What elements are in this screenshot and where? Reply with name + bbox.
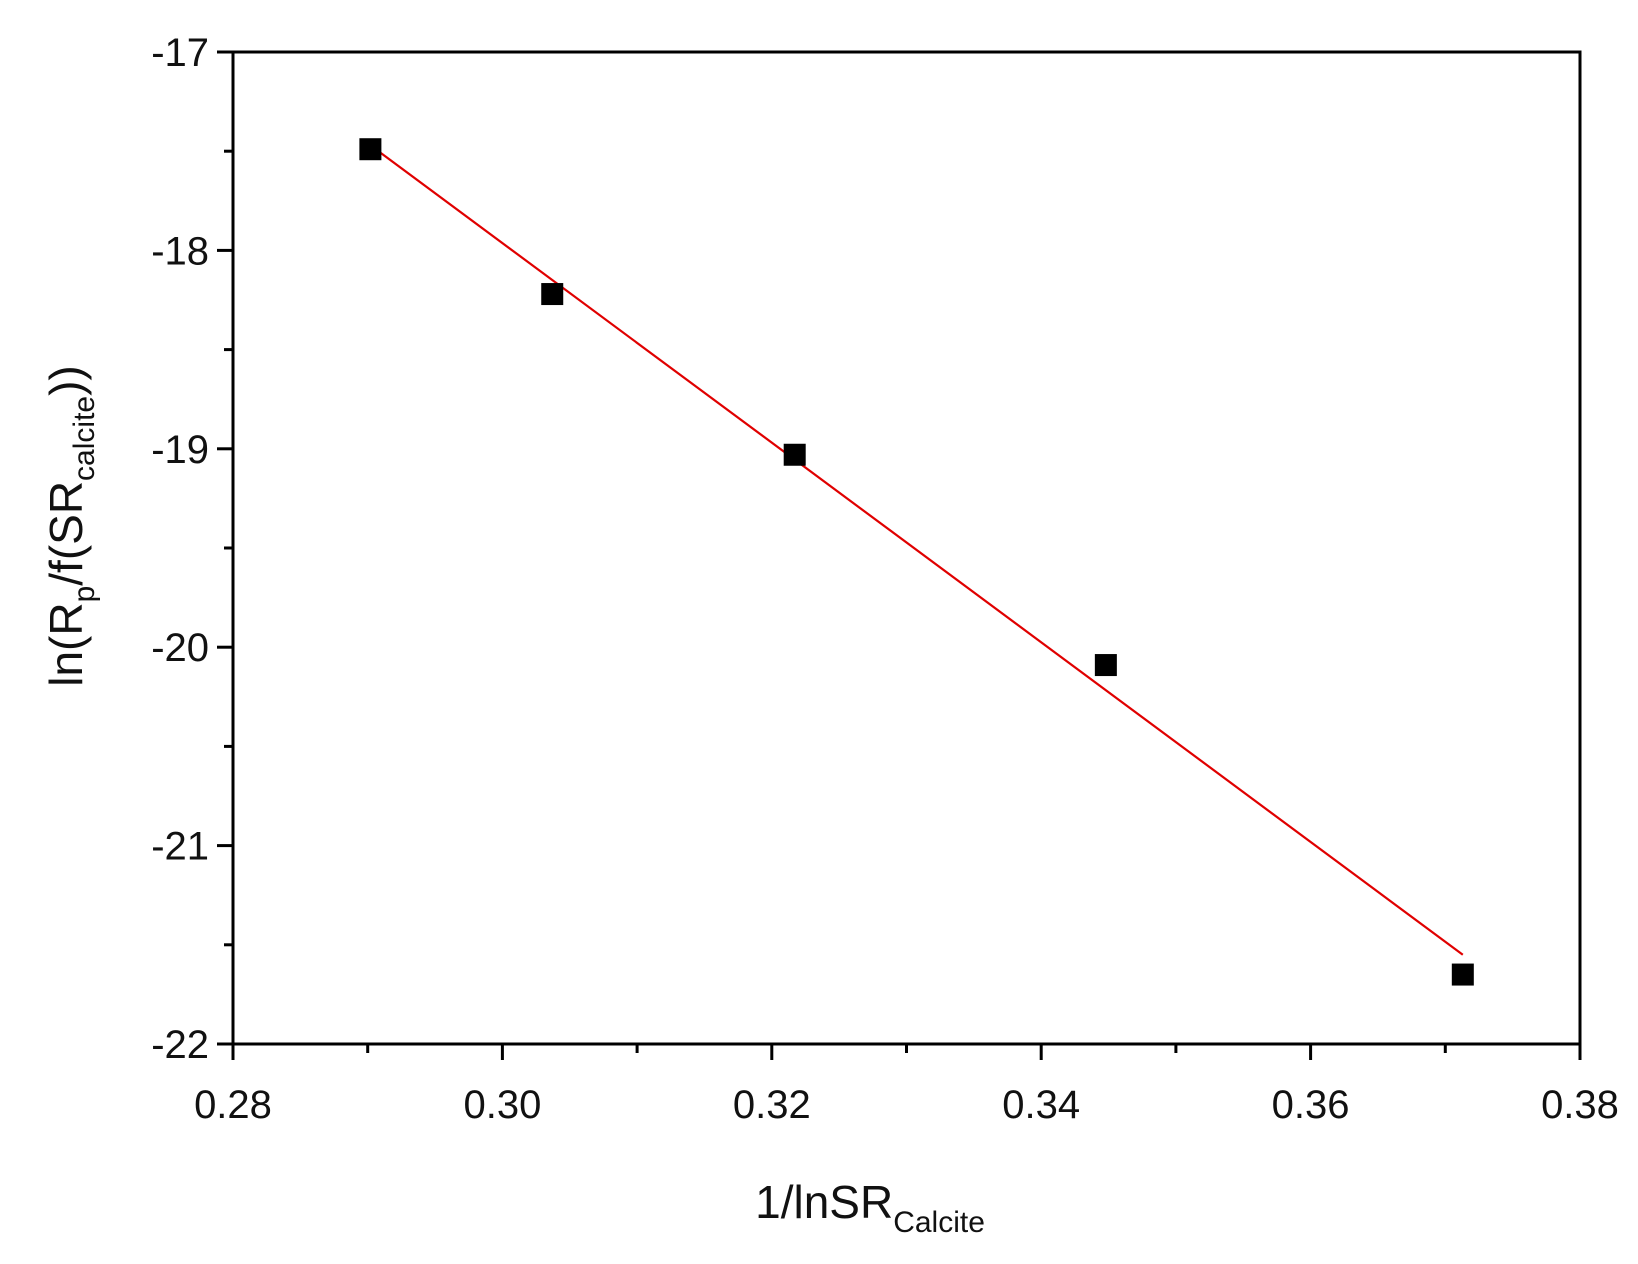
x-tick-label: 0.28 — [194, 1083, 272, 1127]
data-point — [359, 138, 382, 161]
x-axis-title-main: 1/lnSR — [755, 1176, 893, 1228]
y-axis-title-sub2: calcite — [68, 396, 101, 481]
x-tick-label: 0.32 — [733, 1083, 811, 1127]
fit-layer — [369, 144, 1464, 956]
linear-fit-line — [369, 144, 1464, 956]
y-axis-title-mid: /f(SR — [40, 481, 92, 586]
y-tick-label: -17 — [151, 31, 209, 75]
minor-ticks — [224, 149, 1447, 1053]
data-points — [359, 138, 1474, 986]
data-point — [783, 443, 806, 466]
data-point — [1094, 654, 1117, 677]
y-tick-label: -19 — [151, 428, 209, 472]
y-axis-title-pre: ln(R — [40, 602, 92, 686]
y-tick-labels: -17 -18 -19 -20 -21 -22 — [151, 31, 209, 1067]
x-axis-title-sub: Calcite — [893, 1206, 985, 1239]
y-axis-title: ln(Rp/f(SRcalcite)) — [40, 365, 101, 687]
x-tick-label: 0.36 — [1272, 1083, 1350, 1127]
y-tick-label: -22 — [151, 1023, 209, 1067]
plot-frame — [231, 50, 1582, 1046]
y-axis-title-post: )) — [40, 365, 92, 396]
x-tick-labels: 0.28 0.30 0.32 0.34 0.36 0.38 — [194, 1083, 1619, 1127]
y-tick-label: -20 — [151, 626, 209, 670]
data-point — [1451, 963, 1474, 986]
data-point — [541, 283, 564, 306]
major-ticks — [217, 50, 1582, 1060]
x-axis-title: 1/lnSRCalcite — [755, 1176, 985, 1239]
x-tick-label: 0.30 — [463, 1083, 541, 1127]
x-tick-label: 0.38 — [1541, 1083, 1619, 1127]
y-tick-label: -21 — [151, 825, 209, 869]
y-tick-label: -18 — [151, 229, 209, 273]
y-axis-title-sub1: p — [68, 586, 101, 603]
x-tick-label: 0.34 — [1002, 1083, 1080, 1127]
